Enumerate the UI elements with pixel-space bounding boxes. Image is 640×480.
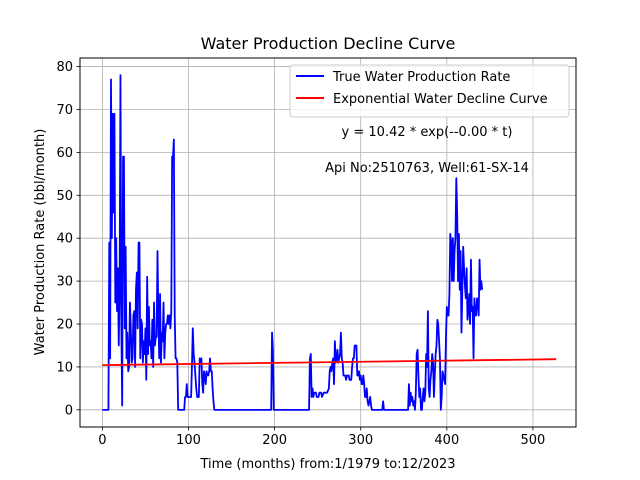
x-tick-label: 300 <box>348 433 373 448</box>
axis-ticks: 0 100 200 300 400 500 0 10 20 30 40 50 60 70 80 <box>56 60 545 448</box>
x-axis-label: Time (months) from:1/1979 to:12/2023 <box>199 457 455 472</box>
x-tick-label: 100 <box>176 433 201 448</box>
chart-title: Water Production Decline Curve <box>201 34 456 53</box>
legend-label-exp-curve: Exponential Water Decline Curve <box>333 92 548 107</box>
y-tick-label: 30 <box>56 275 73 290</box>
x-tick-label: 0 <box>98 433 106 448</box>
x-tick-label: 400 <box>434 433 459 448</box>
series-layer <box>102 74 557 411</box>
legend-box <box>289 64 570 118</box>
well-annotation: Api No:2510763, Well:61-SX-14 <box>325 161 529 176</box>
legend: True Water Production Rate Exponential W… <box>289 64 570 118</box>
plot-area-frame <box>79 57 577 428</box>
y-tick-label: 50 <box>56 189 73 204</box>
y-tick-label: 40 <box>56 232 73 247</box>
y-tick-label: 60 <box>56 146 73 161</box>
equation-annotation: y = 10.42 * exp(--0.00 * t) <box>342 125 513 140</box>
y-tick-label: 10 <box>56 360 73 375</box>
legend-label-true-rate: True Water Production Rate <box>332 70 510 85</box>
y-tick-label: 20 <box>56 318 73 333</box>
y-tick-label: 80 <box>56 60 73 75</box>
x-tick-label: 200 <box>262 433 287 448</box>
series-line-true-water-production-rate <box>102 74 484 411</box>
y-tick-label: 0 <box>65 403 73 418</box>
series-line-exponential-decline-curve <box>102 358 557 367</box>
y-tick-label: 70 <box>56 103 73 118</box>
y-axis-label: Water Production Rate (bbl/month) <box>33 129 48 356</box>
x-tick-label: 500 <box>521 433 546 448</box>
